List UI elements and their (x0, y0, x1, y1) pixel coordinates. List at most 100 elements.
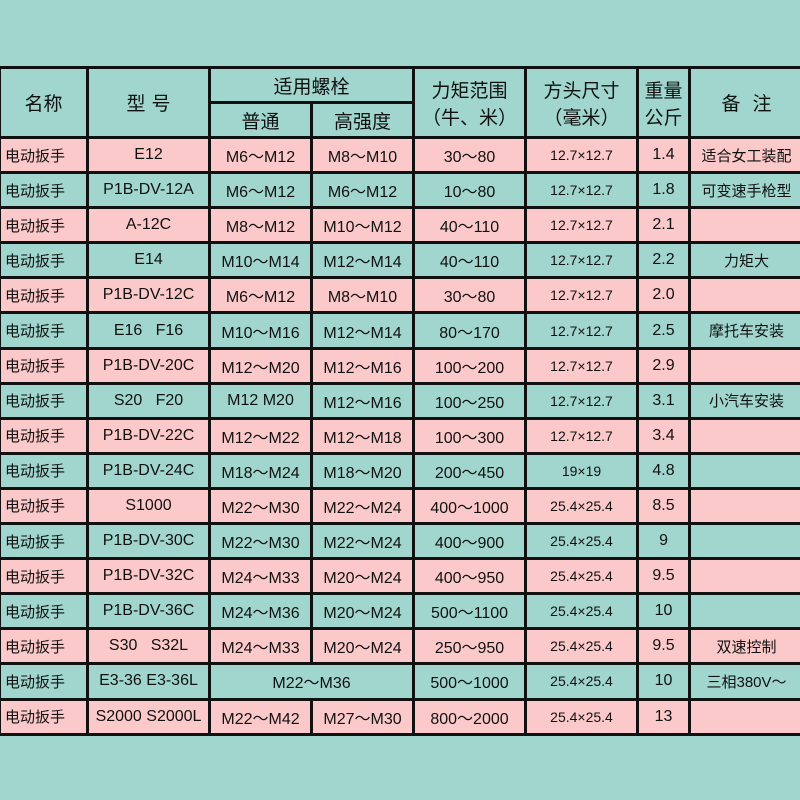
cell-square: 12.7×12.7 (524, 241, 640, 280)
cell-weight: 4.8 (636, 451, 692, 490)
table-row: 电动扳手 P1B-DV-12C M6～M12 M8～M10 30～80 12.7×12.7… (0, 276, 800, 315)
cell-model: E14 (86, 241, 211, 280)
cell-square: 25.4×25.4 (524, 697, 640, 736)
cell-bolt-high: M12～M18 (309, 416, 416, 455)
cell-weight: 1.8 (636, 171, 692, 210)
cell-bolt-normal: M12～M22 (208, 416, 313, 455)
header-model: 型 号 (86, 66, 211, 139)
table-row: 电动扳手 S2000 S2000L M22～M42 M27～M30 800～2000 25… (0, 697, 800, 736)
cell-bolt-normal: M22～M30 (208, 522, 313, 561)
cell-torque: 100～200 (412, 346, 528, 385)
cell-name: 电动扳手 (0, 381, 89, 420)
header-name: 名称 (0, 66, 89, 139)
cell-bolt-normal: M22～M42 (208, 697, 313, 736)
table-row: 电动扳手 E12 M6～M12 M8～M10 30～80 12.7×12.7 1.4 适合女工… (0, 135, 800, 175)
cell-remark (688, 592, 800, 631)
cell-name: 电动扳手 (0, 241, 89, 280)
cell-model: S20 F20 (86, 381, 211, 420)
cell-bolt-high: M20～M24 (309, 627, 416, 666)
cell-name: 电动扳手 (0, 276, 89, 315)
cell-bolt-high: M27～M30 (309, 697, 416, 736)
cell-remark (688, 557, 800, 596)
cell-torque: 10～80 (412, 171, 528, 210)
cell-remark (688, 697, 800, 736)
cell-remark: 双速控制 (688, 627, 800, 666)
cell-weight: 2.0 (636, 276, 692, 315)
cell-bolt-high: M12～M16 (309, 381, 416, 420)
cell-torque: 500～1000 (412, 662, 528, 701)
cell-square: 12.7×12.7 (524, 416, 640, 455)
cell-square: 25.4×25.4 (524, 486, 640, 526)
cell-torque: 40～110 (412, 206, 528, 245)
table-row: 电动扳手 P1B-DV-32C M24～M33 M20～M24 400～950 25.4×… (0, 557, 800, 596)
cell-torque: 30～80 (412, 276, 528, 315)
cell-bolt-high: M6～M12 (309, 171, 416, 210)
cell-model: S2000 S2000L (86, 697, 211, 736)
cell-torque: 40～110 (412, 241, 528, 280)
cell-bolt-high: M20～M24 (309, 557, 416, 596)
cell-name: 电动扳手 (0, 206, 89, 245)
cell-model: P1B-DV-20C (86, 346, 211, 385)
table-row: 电动扳手 S1000 M22～M30 M22～M24 400～1000 25.4×25.4… (0, 486, 800, 526)
cell-remark (688, 451, 800, 490)
cell-bolt-normal: M6～M12 (208, 276, 313, 315)
cell-square: 12.7×12.7 (524, 276, 640, 315)
table-row: 电动扳手 P1B-DV-36C M24～M36 M20～M24 500～1100 25.4… (0, 592, 800, 631)
header-square-line1: 方头尺寸 (543, 79, 620, 102)
cell-remark: 可变速手枪型 (688, 171, 800, 210)
table-row: 电动扳手 P1B-DV-20C M12～M20 M12～M16 100～200 12.7×… (0, 346, 800, 385)
cell-square: 25.4×25.4 (524, 522, 640, 561)
cell-bolt-high: M8～M10 (309, 276, 416, 315)
cell-bolt-normal: M10～M16 (208, 311, 313, 350)
cell-square: 12.7×12.7 (524, 171, 640, 210)
cell-square: 25.4×25.4 (524, 557, 640, 596)
table-row: 电动扳手 E3-36 E3-36L M22～M36 500～1000 25.4×25.4… (0, 662, 800, 701)
cell-remark: 小汽车安装 (688, 381, 800, 420)
cell-model: P1B-DV-36C (86, 592, 211, 631)
cell-model: P1B-DV-30C (86, 522, 211, 561)
cell-remark: 力矩大 (688, 241, 800, 280)
cell-torque: 250～950 (412, 627, 528, 666)
cell-remark (688, 276, 800, 315)
cell-model: P1B-DV-12A (86, 171, 211, 210)
cell-torque: 400～1000 (412, 486, 528, 526)
table-row: 电动扳手 E16 F16 M10～M16 M12～M14 80～170 12.7×12.7… (0, 311, 800, 350)
cell-model: P1B-DV-24C (86, 451, 211, 490)
cell-bolt-high: M20～M24 (309, 592, 416, 631)
cell-bolt-normal: M6～M12 (208, 171, 313, 210)
cell-bolt-normal: M8～M12 (208, 206, 313, 245)
cell-bolt-high: M18～M20 (309, 451, 416, 490)
header-weight: 重量 公斤 (636, 66, 692, 139)
cell-model: E3-36 E3-36L (86, 662, 211, 701)
cell-remark: 适合女工装配 (688, 135, 800, 175)
cell-bolt-normal: M24～M36 (208, 592, 313, 631)
cell-weight: 9.5 (636, 557, 692, 596)
cell-square: 25.4×25.4 (524, 627, 640, 666)
cell-bolt-high: M22～M24 (309, 486, 416, 526)
cell-name: 电动扳手 (0, 416, 89, 455)
cell-square: 25.4×25.4 (524, 592, 640, 631)
cell-square: 12.7×12.7 (524, 206, 640, 245)
cell-model: E16 F16 (86, 311, 211, 350)
cell-weight: 13 (636, 697, 692, 736)
header-bolt: 适用螺栓 (207, 66, 416, 104)
header-square: 方头尺寸 （毫米） (524, 66, 640, 139)
cell-weight: 9.5 (636, 627, 692, 666)
cell-weight: 8.5 (636, 486, 692, 526)
cell-bolt-high: M10～M12 (309, 206, 416, 245)
cell-bolt-normal: M10～M14 (208, 241, 313, 280)
cell-bolt-normal: M18～M24 (208, 451, 313, 490)
cell-model: S1000 (86, 486, 211, 526)
cell-name: 电动扳手 (0, 451, 89, 490)
cell-bolt-normal: M12～M20 (208, 346, 313, 385)
cell-torque: 400～900 (412, 522, 528, 561)
cell-name: 电动扳手 (0, 522, 89, 561)
table-row: 电动扳手 P1B-DV-22C M12～M22 M12～M18 100～300 12.7×… (0, 416, 800, 455)
cell-model: P1B-DV-12C (86, 276, 211, 315)
cell-model: P1B-DV-22C (86, 416, 211, 455)
cell-bolt-normal: M22～M30 (208, 486, 313, 526)
cell-name: 电动扳手 (0, 311, 89, 350)
cell-name: 电动扳手 (0, 486, 89, 526)
header-torque: 力矩范围 （牛、米） (412, 66, 528, 139)
cell-name: 电动扳手 (0, 346, 89, 385)
